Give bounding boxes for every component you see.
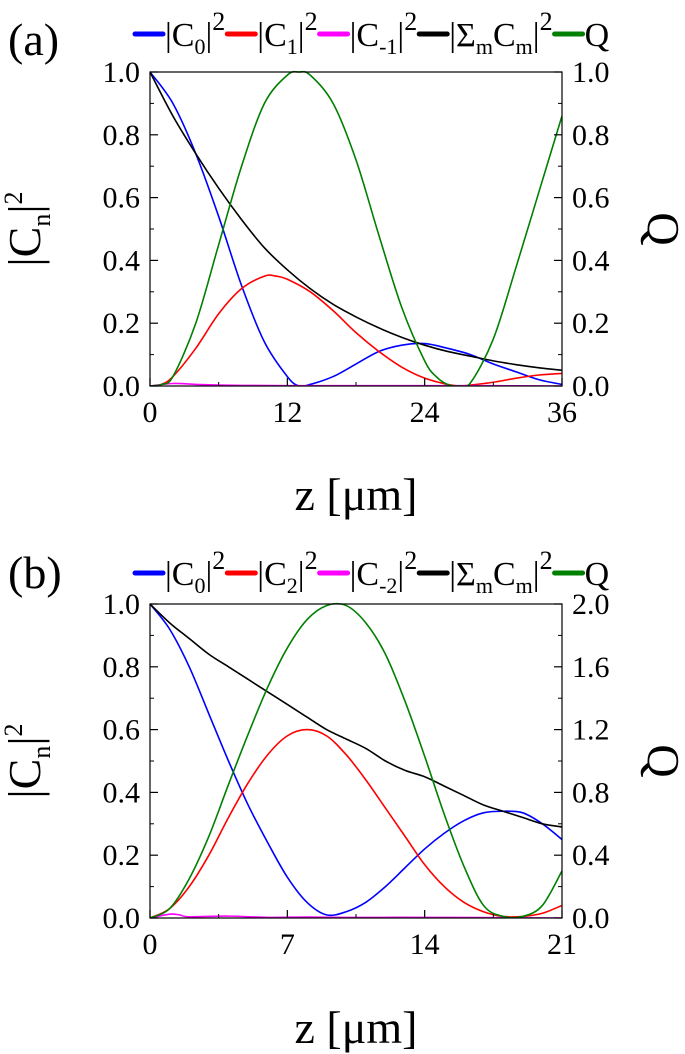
series-line-1: [150, 274, 562, 386]
legend-entry: |C0|2: [165, 546, 225, 598]
legend-entry: |C2|2: [257, 546, 317, 598]
legend-entry: |C1|2: [257, 7, 317, 59]
y2-tick-label: 0.4: [572, 244, 610, 277]
y2-tick-label: 0.0: [572, 370, 610, 403]
y2-tick-label: 0.2: [572, 307, 610, 340]
y-tick-label: 0.4: [103, 776, 141, 809]
series-line-3: [150, 603, 562, 828]
panel-label: (a): [8, 14, 59, 65]
legend-entry: |C0|2: [165, 7, 225, 59]
y2-tick-label: 0.8: [572, 119, 610, 152]
y2-tick-label: 2.0: [572, 588, 610, 621]
y-tick-label: 0.4: [103, 244, 141, 277]
x-tick-label: 7: [280, 928, 295, 961]
y2-tick-label: 1.2: [572, 714, 610, 747]
legend: |C0|2 |C1|2 |C-1|2 |ΣmCm|2 Q: [132, 7, 610, 59]
series-line-4: [150, 70, 562, 386]
y2-tick-label: 0.0: [572, 902, 610, 935]
x-tick-label: 24: [410, 396, 440, 429]
x-tick-label: 21: [547, 928, 577, 961]
x-tick-label: 12: [272, 396, 302, 429]
panel-label: (b): [8, 547, 62, 598]
plot-frame: [149, 603, 563, 919]
series-line-1: [150, 728, 562, 918]
y-tick-label: 0.6: [103, 182, 141, 215]
series-line-3: [150, 71, 562, 372]
y-tick-label: 0.8: [103, 651, 141, 684]
legend-entry: |C-2|2: [350, 546, 418, 598]
plot-frame: [149, 71, 563, 387]
y-tick-label: 0.0: [103, 902, 141, 935]
y2-tick-label: 0.4: [572, 839, 610, 872]
y2-axis-label: Q: [638, 744, 685, 777]
y2-axis-label: Q: [638, 212, 685, 245]
legend-entry: |ΣmCm|2: [449, 7, 552, 59]
series-line-4: [150, 602, 562, 918]
x-tick-label: 14: [410, 928, 440, 961]
legend-entry: Q: [585, 17, 610, 54]
y2-tick-label: 0.8: [572, 776, 610, 809]
legend-entry: |ΣmCm|2: [449, 546, 552, 598]
x-axis-label: z [μm]: [295, 469, 418, 520]
x-tick-label: 0: [143, 928, 158, 961]
y-tick-label: 1.0: [103, 588, 141, 621]
y-tick-label: 0.2: [103, 839, 141, 872]
y2-tick-label: 1.0: [572, 56, 610, 89]
series-line-0: [150, 603, 562, 917]
x-tick-label: 36: [547, 396, 577, 429]
y-tick-label: 0.6: [103, 714, 141, 747]
x-axis-label: z [μm]: [295, 1002, 418, 1053]
x-tick-label: 0: [143, 396, 158, 429]
y-axis-label: |Cn|2: [0, 191, 56, 266]
y-axis-label: |Cn|2: [0, 723, 56, 798]
y2-tick-label: 0.6: [572, 182, 610, 215]
y-tick-label: 0.8: [103, 119, 141, 152]
y-tick-label: 0.2: [103, 307, 141, 340]
y-tick-label: 0.0: [103, 370, 141, 403]
series-line-0: [150, 71, 562, 386]
legend: |C0|2 |C2|2 |C-2|2 |ΣmCm|2 Q: [132, 546, 610, 598]
legend-entry: |C-1|2: [350, 7, 418, 59]
legend-entry: Q: [585, 556, 610, 593]
y2-tick-label: 1.6: [572, 651, 610, 684]
panel-b: 0.0 0.2 0.4 0.6 0.8 1.0 0.0 0.4 0.8 1.2 1.6 2.0 0 7 14…: [0, 546, 685, 1053]
y-tick-label: 1.0: [103, 56, 141, 89]
panel-a: 0.0 0.2 0.4 0.6 0.8 1.0 0.0 0.2 0.4 0.6 0.8 1.0 0 12 2…: [0, 7, 685, 520]
